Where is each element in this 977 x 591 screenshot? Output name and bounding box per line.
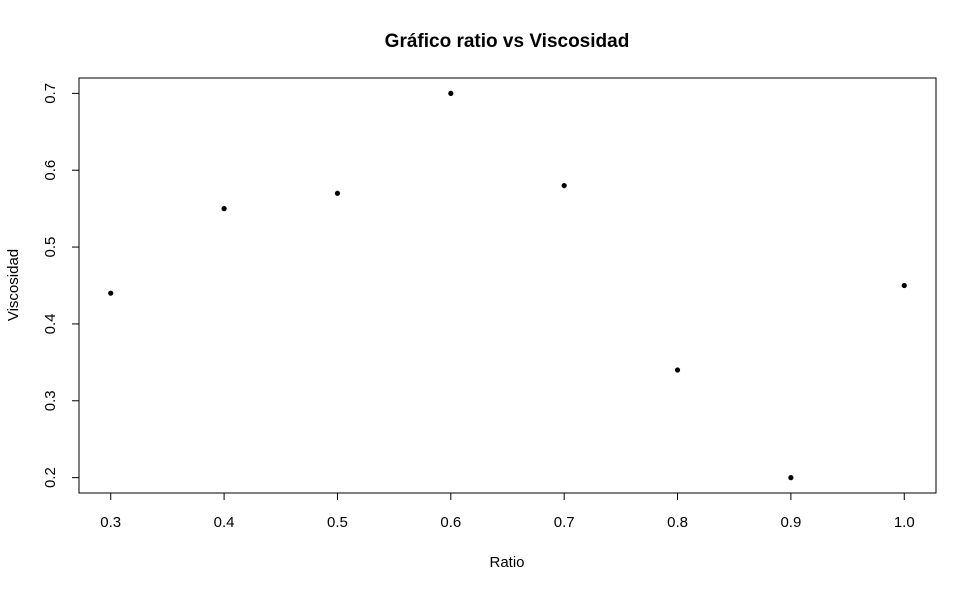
plot-frame: [78, 77, 937, 494]
data-point: [108, 290, 114, 296]
y-axis-label: Viscosidad: [5, 249, 22, 321]
x-tick-label: 0.7: [554, 514, 575, 531]
data-point: [788, 475, 794, 481]
data-point: [674, 367, 681, 373]
x-tick-label: 1.0: [894, 514, 915, 531]
data-point: [221, 206, 227, 212]
y-axis-ticks: 0.2 0.3 0.4 0.5 0.6 0.7: [42, 83, 79, 488]
x-tick-label: 0.4: [214, 514, 235, 531]
data-point: [561, 182, 567, 189]
y-tick-label: 0.7: [42, 83, 59, 104]
y-tick-label: 0.6: [42, 160, 59, 181]
y-tick-label: 0.4: [42, 313, 59, 334]
y-tick-label: 0.5: [42, 237, 59, 258]
x-axis-label: Ratio: [489, 554, 524, 571]
data-points: [108, 90, 907, 481]
y-tick-label: 0.2: [42, 467, 59, 488]
x-tick-label: 0.3: [100, 514, 121, 531]
x-axis-ticks: 0.3 0.4 0.5 0.6 0.7 0.8 0.9 1.0: [100, 493, 915, 531]
x-tick-label: 0.8: [667, 514, 688, 531]
y-tick-label: 0.3: [42, 390, 59, 411]
x-tick-label: 0.9: [780, 514, 801, 531]
data-point: [901, 282, 907, 289]
x-tick-label: 0.6: [440, 514, 461, 531]
data-point: [334, 190, 341, 196]
data-point: [448, 90, 454, 96]
chart-title: Gráfico ratio vs Viscosidad: [385, 31, 630, 52]
x-tick-label: 0.5: [327, 514, 348, 531]
